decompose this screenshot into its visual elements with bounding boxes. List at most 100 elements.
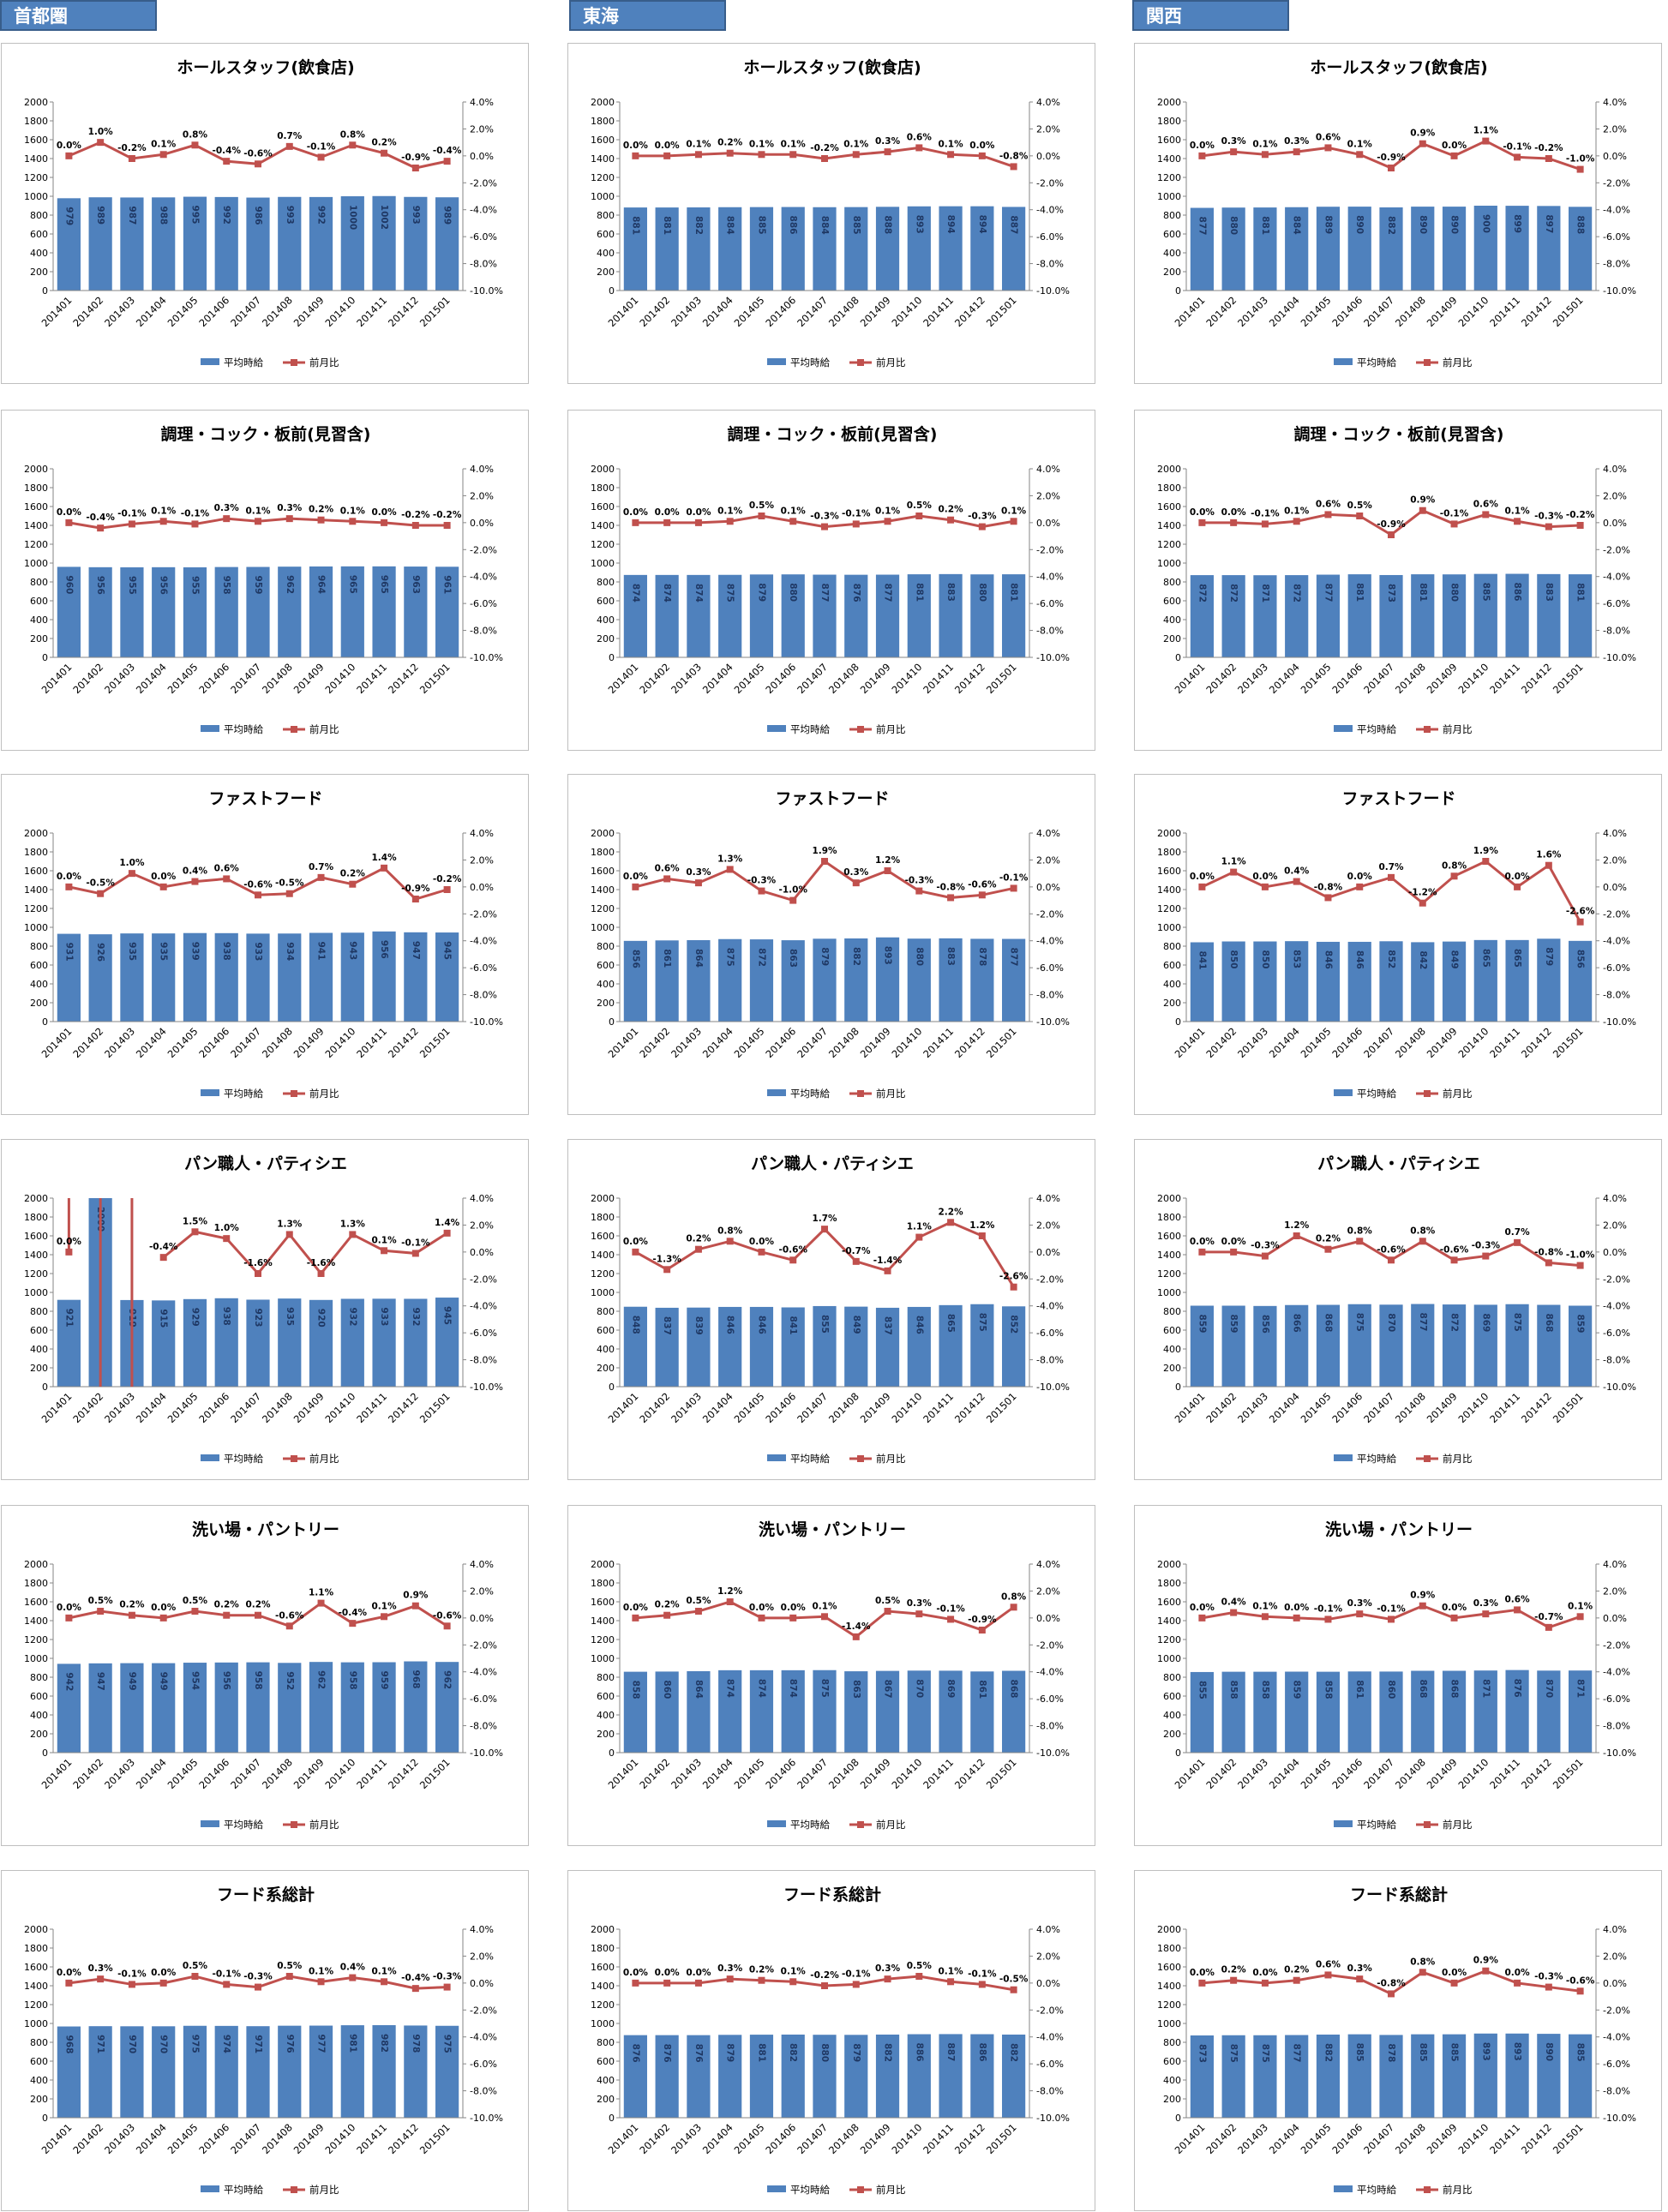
legend-line-label: 前月比 [1443, 1819, 1473, 1831]
chart-title: ホールスタッフ(飲食店) [743, 57, 921, 77]
x-tick-label: 201403 [669, 1025, 704, 1060]
line-value-label: 0.1% [1252, 1601, 1278, 1611]
bar-value-label: 970 [127, 2035, 137, 2053]
bar-value-label: 875 [1228, 2044, 1239, 2063]
bar [718, 938, 742, 1022]
chart-svg: フード系総計0200400600800100012001400160018002… [591, 1885, 1070, 2196]
line-value-label: 0.8% [1410, 1957, 1436, 1967]
bar [939, 573, 963, 657]
y-tick-label: 2000 [1157, 1559, 1181, 1570]
bar [1253, 207, 1277, 291]
bar [1285, 575, 1309, 657]
y-tick-label: 1600 [24, 1962, 48, 1973]
y2-tick-label: -2.0% [470, 1274, 497, 1285]
bar [939, 1670, 963, 1753]
line-value-label: -0.2% [810, 143, 839, 153]
bar [1473, 1304, 1497, 1387]
y-tick-label: 600 [597, 1325, 615, 1336]
x-tick-label: 201405 [165, 1390, 201, 1425]
bar [1569, 574, 1593, 657]
bar [1347, 1671, 1371, 1753]
x-tick-label: 201412 [1519, 294, 1554, 329]
bar [1411, 207, 1435, 291]
y-tick-label: 400 [597, 1344, 615, 1355]
line-value-label: -2.6% [999, 1272, 1029, 1282]
bar-value-label: 933 [379, 1307, 389, 1326]
y2-tick-label: -4.0% [470, 205, 497, 216]
bar [152, 1663, 176, 1753]
y-tick-label: 1000 [591, 191, 615, 202]
line-marker [1356, 1238, 1364, 1245]
bar-value-label: 915 [159, 1309, 169, 1328]
bar-value-label: 962 [316, 1670, 327, 1689]
line-value-label: 0.0% [1252, 1968, 1278, 1978]
line-marker [1419, 1238, 1426, 1245]
y2-tick-label: 2.0% [1036, 1586, 1060, 1597]
bar-value-label: 852 [1009, 1315, 1019, 1334]
bar [88, 934, 112, 1022]
y-tick-label: 200 [1163, 267, 1181, 278]
line-marker [1514, 153, 1521, 161]
x-tick-label: 201406 [763, 1756, 798, 1791]
bar-value-label: 890 [1354, 215, 1365, 234]
bar [214, 566, 238, 657]
line-marker [381, 1613, 388, 1621]
x-tick-label: 201404 [700, 661, 735, 696]
y-tick-label: 800 [597, 1672, 615, 1683]
bar-value-label: 886 [914, 2043, 924, 2062]
bar [1411, 574, 1435, 657]
line-value-label: 0.6% [1316, 132, 1341, 142]
y2-tick-label: -8.0% [470, 1355, 497, 1366]
legend-line-marker [857, 1455, 864, 1462]
bar [655, 1671, 679, 1753]
y-tick-label: 200 [597, 633, 615, 644]
bar-value-label: 881 [1575, 583, 1586, 602]
line-value-label: 0.0% [1190, 1968, 1215, 1978]
line-value-label: 1.3% [277, 1219, 303, 1229]
line-marker [852, 1257, 860, 1265]
x-tick-label: 201411 [354, 2121, 389, 2156]
line-value-label: 0.0% [1284, 1603, 1310, 1613]
y-tick-label: 1400 [24, 884, 48, 896]
x-tick-label: 201412 [1519, 1025, 1554, 1060]
y2-tick-label: -10.0% [470, 1016, 503, 1028]
y2-tick-label: 0.0% [1603, 518, 1627, 529]
bar-value-label: 887 [945, 2042, 956, 2061]
y2-tick-label: -6.0% [470, 2059, 497, 2070]
line-value-label: 0.0% [749, 1603, 775, 1613]
x-tick-label: 201404 [1267, 294, 1302, 329]
bar [813, 207, 837, 291]
x-tick-label: 201412 [952, 294, 987, 329]
bar-value-label: 837 [662, 1316, 672, 1335]
bar-value-label: 875 [1354, 1313, 1365, 1332]
bar [278, 1663, 302, 1753]
bar [844, 2035, 868, 2118]
line-marker [1482, 1252, 1490, 1260]
y-tick-label: 600 [30, 229, 48, 240]
x-tick-label: 201412 [1519, 661, 1554, 696]
line-value-label: -1.4% [873, 1256, 903, 1266]
bar-value-label: 965 [347, 575, 357, 594]
y-tick-label: 1600 [1157, 1231, 1181, 1242]
bar [309, 196, 333, 291]
bar [1190, 2035, 1214, 2118]
x-tick-label: 201404 [700, 1756, 735, 1791]
bar-value-label: 886 [1512, 583, 1522, 602]
bar-value-label: 850 [1228, 950, 1239, 969]
x-tick-label: 201411 [354, 294, 389, 329]
legend-bar-swatch [1334, 1454, 1353, 1461]
line-marker [1419, 899, 1426, 907]
bar [1190, 1305, 1214, 1387]
y2-tick-label: 0.0% [470, 518, 494, 529]
y-tick-label: 1200 [24, 1999, 48, 2011]
y-tick-label: 2000 [591, 1559, 615, 1570]
line-value-label: -0.1% [936, 1604, 965, 1614]
line-value-label: 0.6% [1316, 1959, 1341, 1969]
bar-value-label: 885 [1575, 2043, 1586, 2062]
bar [183, 932, 207, 1022]
x-tick-label: 201410 [322, 661, 357, 696]
bar [1473, 573, 1497, 657]
x-tick-label: 201411 [921, 1025, 956, 1060]
line-marker [1545, 1259, 1552, 1267]
x-tick-label: 201407 [1361, 1025, 1396, 1060]
